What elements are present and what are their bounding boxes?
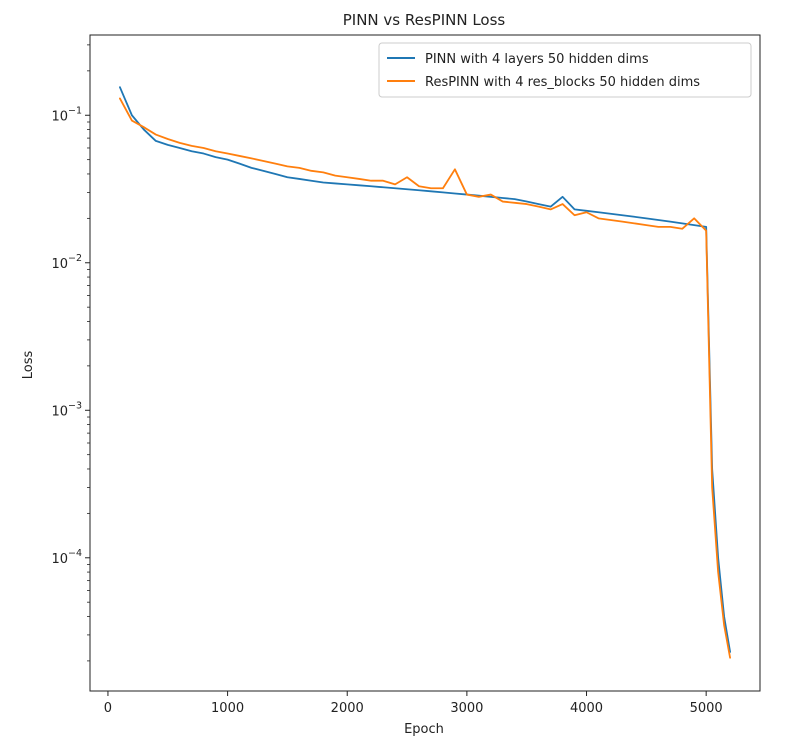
chart-title: PINN vs ResPINN Loss — [343, 11, 506, 29]
plot-frame — [89, 34, 761, 692]
y-axis-label: Loss — [21, 351, 36, 380]
x-axis-label: Epoch — [404, 722, 444, 737]
legend-label-1: ResPINN with 4 res_blocks 50 hidden dims — [425, 75, 700, 90]
x-tick-label: 5000 — [690, 701, 723, 716]
y-tick-label: 10−1 — [51, 105, 82, 124]
legend-box — [378, 42, 752, 98]
series-line-1 — [119, 97, 731, 659]
x-tick-label: 2000 — [331, 701, 364, 716]
x-tick-label: 0 — [104, 701, 112, 716]
y-tick-label: 10−4 — [51, 548, 82, 567]
x-tick-label: 3000 — [450, 701, 483, 716]
legend-label-0: PINN with 4 layers 50 hidden dims — [425, 52, 649, 67]
series-line-0 — [119, 86, 731, 653]
y-tick-label: 10−2 — [51, 253, 82, 272]
plot-area: 0 1000 2000 3000 4000 5000 10−1 10−2 10−3 10−4 PIN… — [51, 34, 761, 716]
x-tick-label: 4000 — [570, 701, 603, 716]
y-tick-label: 10−3 — [51, 400, 82, 419]
x-tick-label: 1000 — [211, 701, 244, 716]
